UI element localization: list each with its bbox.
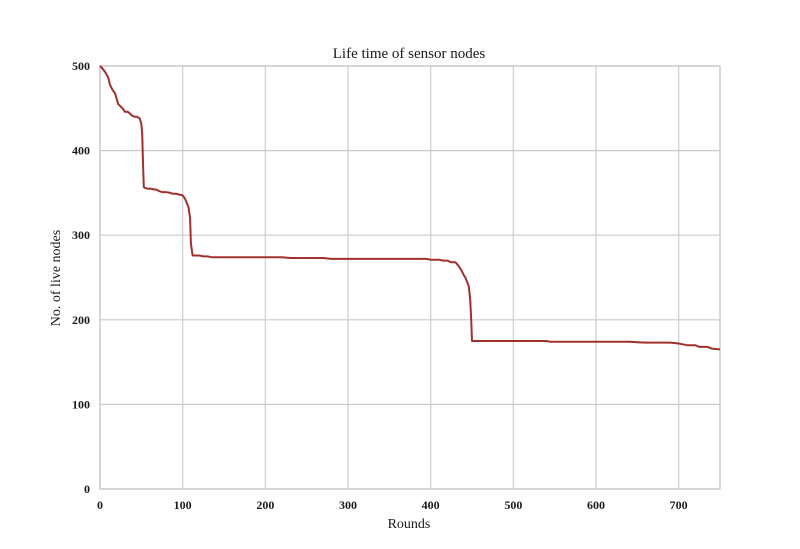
horizontal-gridlines bbox=[100, 65, 720, 490]
y-tick-label: 400 bbox=[72, 144, 90, 158]
y-tick-label: 100 bbox=[72, 397, 90, 411]
y-tick-label: 0 bbox=[84, 482, 90, 496]
x-tick-label: 500 bbox=[504, 498, 522, 512]
x-tick-labels: 0 100 200 300 400 500 600 700 bbox=[97, 498, 688, 512]
y-tick-labels: 0 100 200 300 400 500 bbox=[72, 59, 90, 496]
vertical-gridlines bbox=[99, 66, 680, 489]
x-axis-title: Rounds bbox=[388, 517, 431, 532]
x-tick-label: 0 bbox=[97, 498, 103, 512]
x-tick-label: 400 bbox=[422, 498, 440, 512]
y-axis-title: No. of live nodes bbox=[49, 230, 64, 326]
x-tick-label: 200 bbox=[256, 498, 274, 512]
y-tick-label: 300 bbox=[72, 228, 90, 242]
y-tick-label: 500 bbox=[72, 59, 90, 73]
x-tick-label: 100 bbox=[174, 498, 192, 512]
x-tick-label: 600 bbox=[587, 498, 605, 512]
y-tick-label: 200 bbox=[72, 313, 90, 327]
x-tick-label: 300 bbox=[339, 498, 357, 512]
chart-title: Life time of sensor nodes bbox=[333, 46, 486, 62]
series-line bbox=[99, 65, 721, 351]
plot-frame bbox=[99, 65, 721, 490]
x-tick-label: 700 bbox=[670, 498, 688, 512]
